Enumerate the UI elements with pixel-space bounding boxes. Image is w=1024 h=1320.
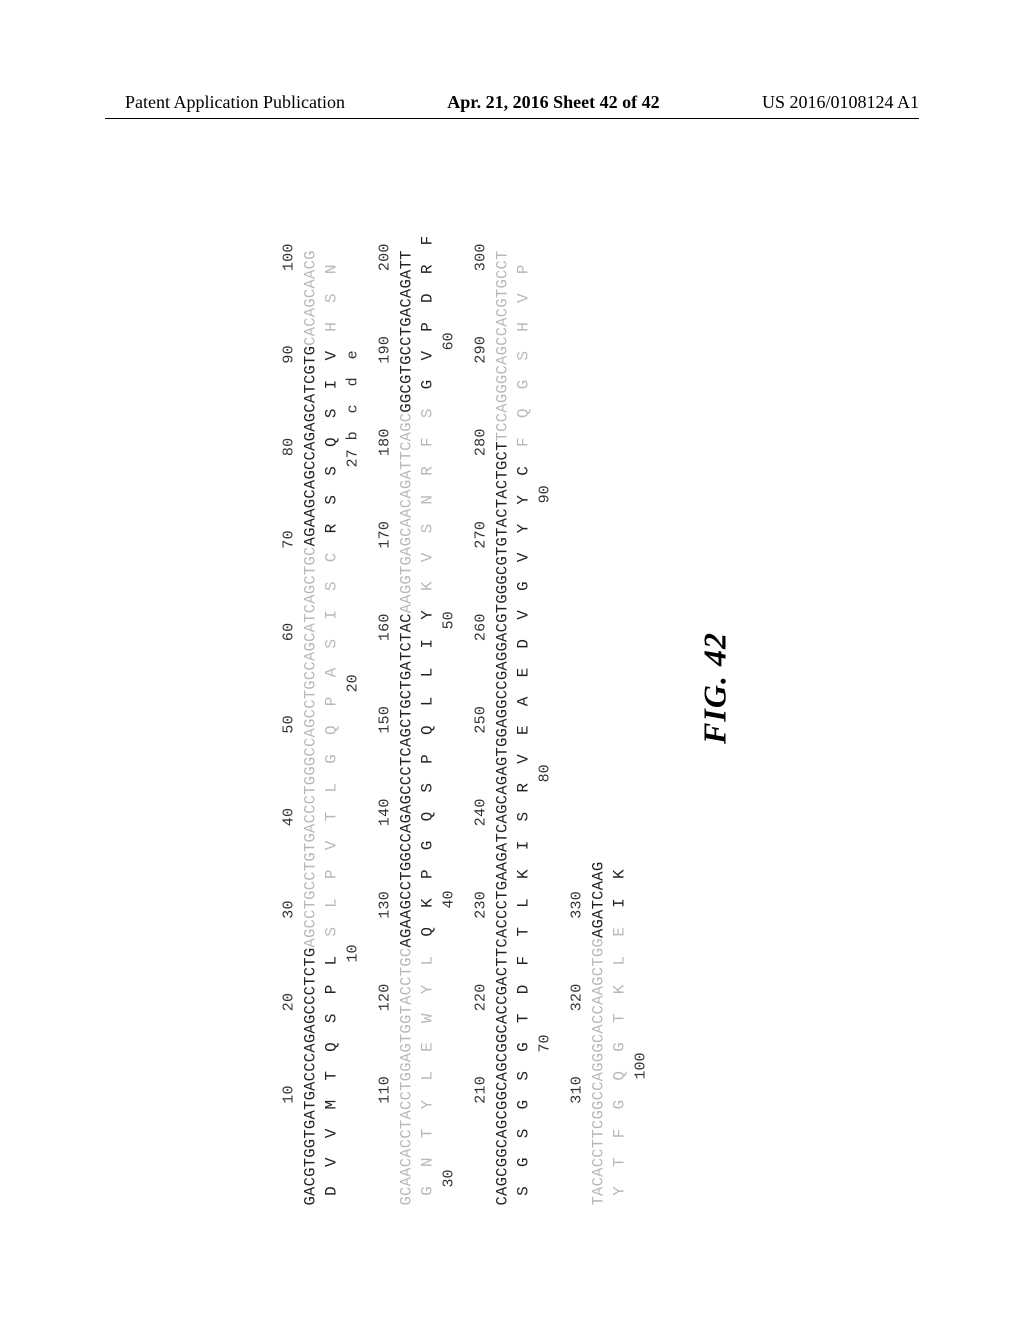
amino-acid-ruler: 70 80 90 (535, 170, 555, 1205)
page-header: Patent Application Publication Apr. 21, … (0, 92, 1024, 113)
amino-acid-ruler: 10 20 27 b c d e (343, 170, 363, 1205)
nucleotide-ruler: 310 320 330 (569, 170, 589, 1205)
amino-acid-sequence: G N T Y L E W Y L Q K P G Q S P Q L L I … (417, 170, 439, 1205)
amino-acid-sequence: D V V M T Q S P L S L P V T L G Q P A S … (321, 170, 343, 1205)
sequence-block: 110 120 130 140 150 160 170 180 190 200G… (376, 170, 458, 1205)
figure-label: FIG. 42 (697, 170, 734, 1205)
nucleotide-sequence: GACGTGGTGATGACCCAGAGCCCTCTGAGCCTGCCTGTGA… (300, 170, 321, 1205)
nucleotide-ruler: 210 220 230 240 250 260 270 280 290 300 (473, 170, 493, 1205)
publication-number: US 2016/0108124 A1 (762, 92, 919, 113)
sequence-block: 210 220 230 240 250 260 270 280 290 300C… (473, 170, 555, 1205)
sequence-block: 310 320 330TACACCTTCGGCCAGGGCACCAAGCTGGA… (569, 170, 651, 1205)
nucleotide-sequence: GCAACACCTACCTGGAGTGGTACCTGCAGAAGCCTGGCCA… (396, 170, 417, 1205)
date-sheet-label: Apr. 21, 2016 Sheet 42 of 42 (447, 92, 659, 113)
amino-acid-ruler: 30 40 50 60 (439, 170, 459, 1205)
publication-label: Patent Application Publication (125, 92, 345, 113)
nucleotide-ruler: 110 120 130 140 150 160 170 180 190 200 (376, 170, 396, 1205)
sequence-blocks: 10 20 30 40 50 60 70 80 90 100GACGTGGTGA… (280, 170, 650, 1205)
amino-acid-ruler: 100 (631, 170, 651, 1205)
nucleotide-sequence: CAGCGGCAGCGGCAGCGGCACCGACTTCACCCTGAAGATC… (493, 170, 514, 1205)
amino-acid-sequence: Y T F G Q G T K L E I K (609, 170, 631, 1205)
figure-frame: 10 20 30 40 50 60 70 80 90 100GACGTGGTGA… (145, 170, 869, 1205)
figure-rotated-content: 10 20 30 40 50 60 70 80 90 100GACGTGGTGA… (280, 170, 733, 1205)
nucleotide-ruler: 10 20 30 40 50 60 70 80 90 100 (280, 170, 300, 1205)
sequence-block: 10 20 30 40 50 60 70 80 90 100GACGTGGTGA… (280, 170, 362, 1205)
nucleotide-sequence: TACACCTTCGGCCAGGGCACCAAGCTGGAGATCAAG (589, 170, 610, 1205)
amino-acid-sequence: S G S G S G T D F T L K I S R V E A E D … (513, 170, 535, 1205)
header-divider (105, 118, 919, 119)
